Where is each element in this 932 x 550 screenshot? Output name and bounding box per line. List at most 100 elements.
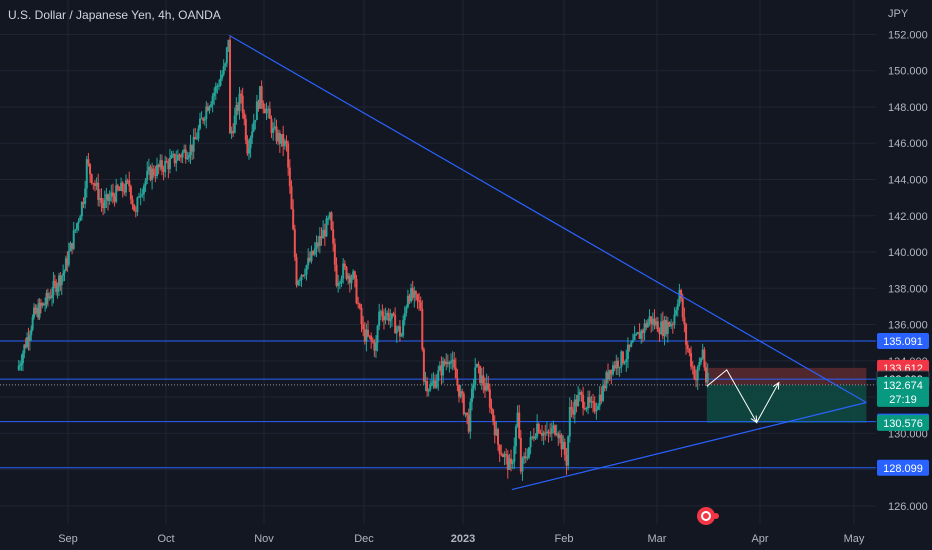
price-badge	[877, 376, 929, 407]
candle-body	[227, 39, 230, 48]
candle-body	[429, 385, 432, 390]
candle-body	[618, 367, 621, 369]
candle-body	[333, 243, 336, 265]
candle-body	[353, 271, 356, 280]
candle-body	[102, 203, 105, 209]
candle-body	[698, 362, 701, 368]
candle-body	[630, 342, 633, 347]
candle-body	[128, 180, 131, 187]
candle-body	[180, 156, 183, 158]
candle-body	[230, 131, 233, 134]
candle-body	[588, 397, 591, 403]
candle-body	[236, 105, 239, 111]
time-axis[interactable]: Sep Oct Nov Dec 2023 Feb Mar Apr May	[0, 524, 932, 550]
candle-body	[53, 281, 56, 283]
candle-body	[454, 367, 457, 379]
candle-body	[121, 182, 124, 191]
candle-body	[335, 264, 338, 286]
candle-body	[165, 161, 168, 163]
candle-body	[706, 372, 709, 383]
candle-body	[544, 432, 547, 434]
candle-body	[472, 384, 475, 389]
candle-body	[603, 385, 606, 389]
candle-body	[683, 317, 686, 325]
candle-body	[402, 320, 405, 336]
candle-body	[646, 321, 649, 328]
candle-body	[675, 310, 678, 315]
candle-body	[419, 301, 422, 309]
candle-body	[446, 362, 449, 364]
candle-body	[69, 243, 72, 252]
candle-body	[152, 168, 155, 175]
candle-body	[222, 66, 225, 75]
trendline	[511, 401, 867, 491]
candle-body	[376, 325, 379, 343]
candle-body	[118, 189, 121, 191]
candle-body	[405, 307, 408, 313]
candle-body	[430, 382, 433, 386]
candle-body	[651, 318, 654, 325]
y-tick-label: 148.000	[888, 102, 928, 114]
candle-body	[521, 458, 524, 472]
candle-body	[563, 442, 566, 456]
candle-body	[611, 365, 614, 375]
candle-body	[466, 412, 469, 416]
candle-body	[628, 344, 631, 347]
candle-body	[368, 335, 371, 337]
x-tick-label: Sep	[58, 533, 78, 545]
candle-body	[191, 144, 194, 152]
candle-body	[265, 109, 268, 114]
candle-body	[297, 281, 300, 285]
price-axis[interactable]: 126.000128.000130.000132.000134.000136.0…	[876, 0, 932, 550]
candle-body	[64, 258, 67, 271]
candle-body	[44, 304, 47, 306]
candle-body	[558, 434, 561, 439]
candle-body	[573, 399, 576, 415]
candle-body	[595, 409, 598, 412]
candle-body	[362, 324, 365, 330]
candle-body	[668, 322, 671, 327]
candle-body	[613, 365, 616, 369]
candle-body	[620, 351, 623, 368]
candle-body	[342, 263, 345, 279]
candle-body	[240, 93, 243, 96]
candle-body	[600, 394, 603, 401]
candle-body	[270, 118, 273, 133]
candle-body	[115, 185, 118, 202]
candle-body	[390, 313, 393, 319]
candle-body	[590, 401, 593, 403]
candle-body	[159, 160, 162, 168]
candle-body	[427, 389, 430, 392]
candle-body	[124, 180, 127, 193]
candle-body	[636, 332, 639, 334]
candle-body	[205, 106, 208, 119]
candle-body	[208, 106, 211, 111]
candle-body	[480, 375, 483, 383]
candle-body	[59, 275, 62, 286]
candle-body	[42, 303, 45, 306]
candle-body	[483, 385, 486, 391]
candle-body	[555, 433, 558, 435]
candle-body	[529, 437, 532, 448]
candle-body	[656, 321, 659, 332]
candle-body	[337, 282, 340, 286]
candle-body	[287, 143, 290, 168]
candle-body	[75, 223, 78, 230]
candle-body	[355, 279, 358, 304]
candle-body	[318, 236, 321, 247]
candle-body	[398, 326, 401, 337]
candle-body	[90, 174, 93, 184]
candle-body	[233, 115, 236, 133]
candle-body	[638, 332, 641, 339]
candle-body	[229, 39, 232, 134]
candle-body	[666, 322, 669, 334]
candle-body	[676, 304, 679, 311]
candle-body	[259, 86, 262, 109]
candle-body	[508, 458, 511, 470]
candle-body	[580, 392, 583, 395]
candle-body	[450, 361, 453, 364]
candle-body	[482, 375, 485, 386]
y-tick-label: 142.000	[888, 211, 928, 223]
candle-body	[79, 216, 82, 222]
